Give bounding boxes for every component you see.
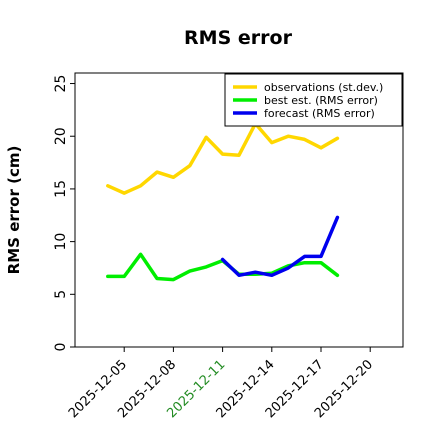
series-line-3 (220, 215, 340, 278)
series-line-1 (106, 121, 340, 195)
y-tick-label: 5 (53, 290, 69, 299)
chart-title: RMS error (184, 27, 293, 49)
y-axis-label: RMS error (cm) (5, 146, 23, 275)
legend-label: observations (st.dev.) (264, 81, 383, 94)
plot-frame (74, 72, 404, 348)
y-tick-label: 10 (53, 233, 69, 251)
legend-label: best est. (RMS error) (264, 94, 378, 107)
y-tick-label: 20 (53, 127, 69, 145)
legend-label: forecast (RMS error) (264, 107, 375, 120)
y-tick-label: 15 (53, 180, 69, 198)
y-tick-label: 0 (53, 343, 69, 352)
y-tick-label: 25 (53, 75, 69, 93)
